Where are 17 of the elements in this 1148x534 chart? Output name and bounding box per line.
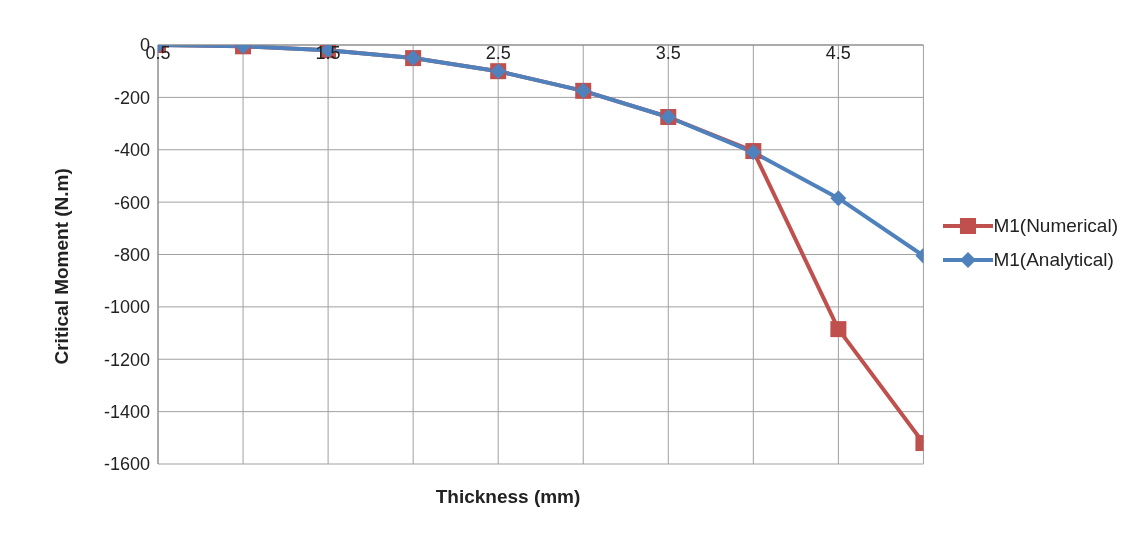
y-axis-title: Critical Moment (N.m): [50, 168, 72, 365]
x-tick-label: 2.5: [485, 43, 511, 63]
point: [830, 190, 847, 207]
legend-label: M1(Numerical): [993, 215, 1118, 237]
y-tick-label: -1600: [103, 454, 150, 475]
legend-label: M1(Analytical): [993, 249, 1114, 271]
y-tick-label: -1200: [103, 349, 150, 370]
x-tick-label: 3.5: [655, 43, 681, 63]
y-tick-label: -600: [113, 192, 150, 213]
point: [830, 321, 847, 338]
x-axis-title: Thickness (mm): [434, 486, 582, 508]
x-tick-label: 4.5: [825, 43, 851, 63]
y-tick-label: -400: [113, 140, 150, 161]
y-tick-label: -200: [113, 87, 150, 108]
y-tick-label: -1000: [103, 297, 150, 318]
y-tick-label: -800: [113, 244, 150, 265]
y-tick-label: -1400: [103, 402, 150, 423]
